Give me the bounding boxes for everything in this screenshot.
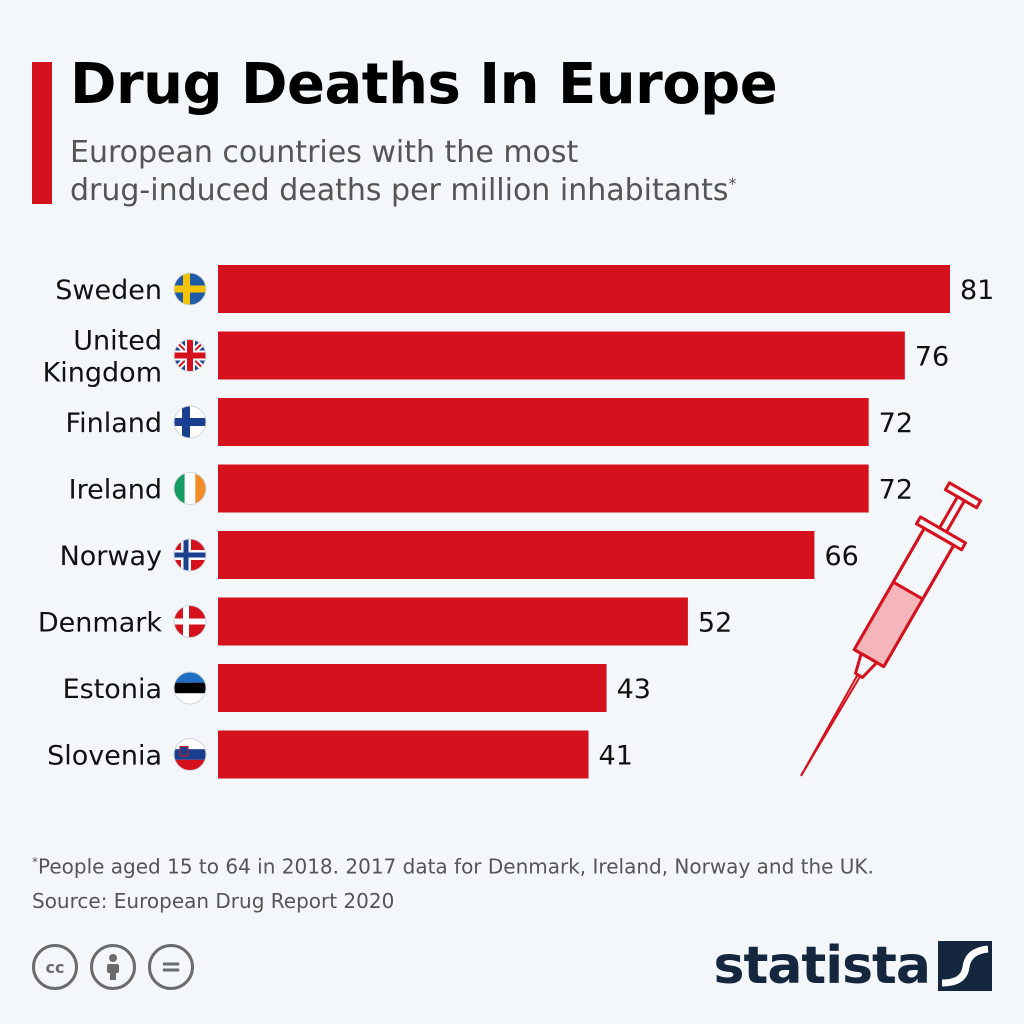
value-label: 81	[960, 275, 994, 306]
page-title: Drug Deaths In Europe	[70, 52, 778, 117]
value-label: 43	[617, 674, 651, 705]
no-derivatives-icon[interactable]: =	[148, 944, 194, 990]
statista-wordmark: statista	[713, 936, 931, 996]
bar-ireland	[218, 464, 869, 513]
no-derivatives-label: =	[160, 952, 182, 982]
footnote-asterisk: *	[32, 855, 38, 869]
estonia-flag-icon	[173, 671, 207, 705]
bar-slovenia	[218, 730, 589, 779]
bar-chart: 81 Sweden 76 United Kingdom 72 Finland 72 Irelan…	[38, 265, 994, 779]
footnote-text: People aged 15 to 64 in 2018. 2017 data …	[38, 854, 874, 879]
subtitle-line-2: drug-induced deaths per million inhabita…	[70, 172, 737, 210]
person-icon	[107, 954, 119, 980]
subtitle-line-1: European countries with the most	[70, 135, 579, 170]
category-label: United Kingdom	[43, 326, 162, 389]
footnote-line: *People aged 15 to 64 in 2018. 2017 data…	[32, 845, 874, 884]
sweden-flag-icon	[173, 272, 207, 306]
bar-norway	[218, 531, 815, 579]
category-label: Norway	[60, 541, 162, 572]
subtitle: European countries with the most drug-in…	[70, 134, 737, 210]
bar-sweden	[218, 265, 950, 313]
category-label: Denmark	[38, 608, 162, 639]
title-accent-bar	[32, 62, 52, 204]
bar-united-kingdom	[218, 331, 905, 380]
footnote: *People aged 15 to 64 in 2018. 2017 data…	[32, 845, 874, 918]
syringe-icon	[800, 481, 983, 777]
cc-icon-label: cc	[45, 957, 65, 977]
ireland-flag-icon	[173, 472, 207, 505]
category-label: Finland	[66, 408, 162, 439]
attribution-icon[interactable]	[90, 944, 136, 990]
bar-estonia	[218, 664, 607, 712]
subtitle-line-2-text: drug-induced deaths per million inhabita…	[70, 173, 729, 208]
bar-denmark	[218, 597, 688, 646]
value-label: 72	[879, 408, 913, 439]
bars-layer: 81 Sweden 76 United Kingdom 72 Finland 72 Irelan…	[38, 265, 994, 779]
value-label: 66	[824, 541, 858, 572]
license-icons: cc =	[32, 944, 194, 990]
denmark-flag-icon	[173, 605, 207, 638]
slovenia-flag-icon	[173, 738, 207, 771]
bar-finland	[218, 398, 869, 446]
subtitle-asterisk: *	[728, 174, 737, 193]
category-label: Estonia	[63, 674, 162, 705]
value-label: 52	[698, 608, 732, 639]
statista-logo[interactable]: statista	[714, 936, 992, 996]
value-label: 41	[599, 741, 633, 772]
cc-icon[interactable]: cc	[32, 944, 78, 990]
uk-flag-icon	[173, 339, 207, 372]
category-label: Ireland	[69, 475, 162, 506]
value-label: 76	[915, 342, 949, 373]
statista-logo-icon	[938, 941, 992, 991]
category-label: Slovenia	[47, 741, 162, 772]
finland-flag-icon	[173, 405, 207, 439]
source-text: Source: European Drug Report 2020	[32, 888, 395, 913]
norway-flag-icon	[173, 538, 207, 572]
value-label: 72	[879, 475, 913, 506]
category-label: Sweden	[55, 275, 162, 306]
